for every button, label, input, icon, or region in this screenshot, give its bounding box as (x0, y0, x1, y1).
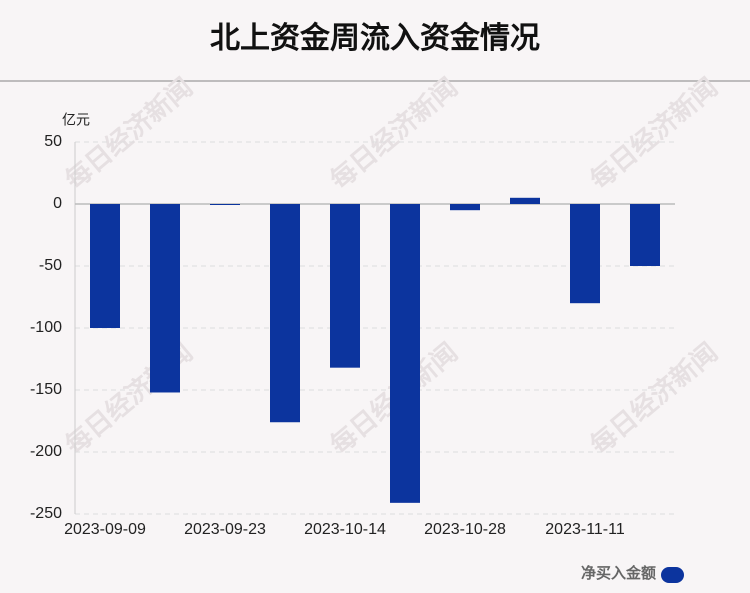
y-tick-label: 50 (44, 133, 62, 150)
legend-swatch (661, 567, 684, 583)
y-tick-label: -200 (30, 443, 62, 460)
legend-label: 净买入金额 (581, 564, 656, 582)
bar (150, 204, 180, 393)
x-tick-label: 2023-09-23 (184, 521, 266, 538)
y-tick-label: -100 (30, 319, 62, 336)
chart-title: 北上资金周流入资金情况 (210, 21, 540, 55)
bar (210, 204, 240, 205)
bar (630, 204, 660, 266)
y-tick-label: -50 (39, 257, 62, 274)
y-tick-label: 0 (53, 195, 62, 212)
x-tick-label: 2023-10-14 (304, 521, 386, 538)
y-unit: 亿元 (62, 112, 90, 128)
x-tick-label: 2023-09-09 (64, 521, 146, 538)
bar (510, 197, 540, 204)
x-tick-label: 2023-11-11 (545, 521, 625, 538)
bar (390, 204, 420, 503)
x-tick-label: 2023-10-28 (424, 521, 506, 538)
bar (450, 204, 480, 211)
y-tick-label: -150 (30, 381, 62, 398)
bar (330, 204, 360, 368)
bar (90, 204, 120, 328)
bar (270, 204, 300, 423)
y-tick-label: -250 (30, 505, 62, 522)
bar (570, 204, 600, 304)
